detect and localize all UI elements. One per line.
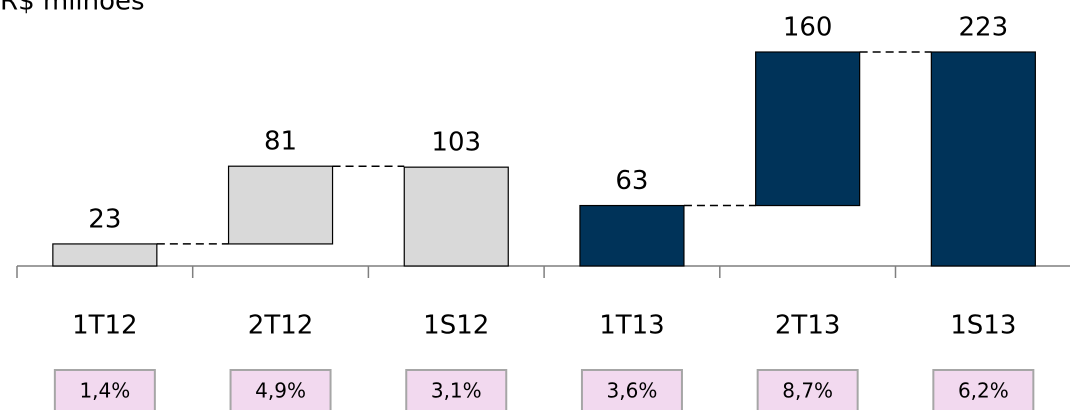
x-tick-label: 2T12	[248, 311, 314, 341]
bar	[403, 166, 509, 267]
x-tick-label: 1T13	[599, 311, 665, 341]
margin-label: 6,2%	[958, 379, 1009, 403]
value-label: 23	[88, 204, 121, 234]
value-label: 103	[431, 128, 481, 158]
margin-label: 3,6%	[607, 379, 658, 403]
margin-label: 3,1%	[431, 379, 482, 403]
bar	[52, 243, 158, 267]
margin-box	[756, 369, 859, 410]
value-label: 160	[783, 13, 833, 43]
value-label: 81	[264, 127, 297, 157]
x-tick-label: 2T13	[775, 311, 841, 341]
bar	[930, 51, 1036, 267]
margin-box	[53, 369, 156, 410]
margin-box	[405, 369, 508, 410]
margin-box	[932, 369, 1035, 410]
bar	[579, 204, 685, 267]
x-tick-label: 1S13	[950, 311, 1016, 341]
margin-box	[229, 369, 332, 410]
margin-label: 4,9%	[255, 379, 306, 403]
bar	[227, 165, 334, 245]
chart-title: R$ milhões	[0, 0, 145, 17]
value-label: 223	[959, 13, 1009, 43]
x-tick-label: 1S12	[423, 311, 489, 341]
x-tick-label: 1T12	[72, 311, 138, 341]
bar	[755, 51, 861, 207]
margin-label: 8,7%	[782, 379, 833, 403]
margin-label: 1,4%	[79, 379, 130, 403]
value-label: 63	[615, 166, 648, 196]
margin-box	[580, 369, 683, 410]
